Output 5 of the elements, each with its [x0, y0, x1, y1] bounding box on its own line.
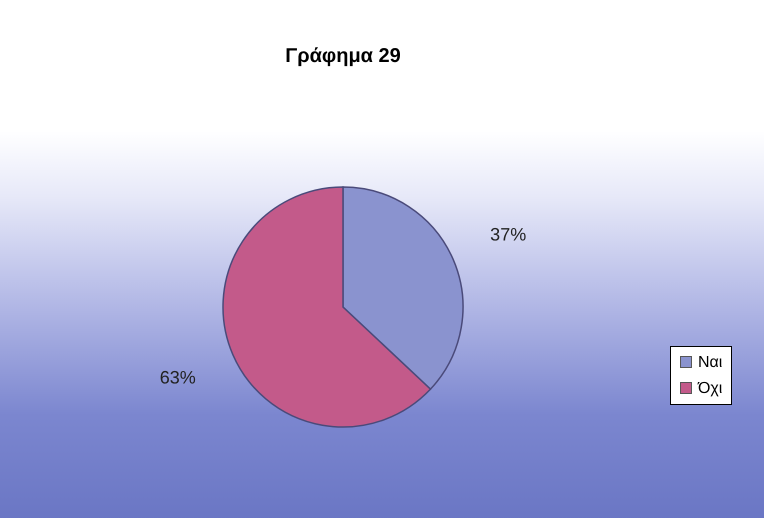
data-label: 37% [490, 224, 526, 245]
chart-title: Γράφημα 29 [285, 45, 401, 67]
legend-label: Όχι [697, 380, 723, 397]
legend-label: Ναι [698, 354, 723, 371]
data-label: 63% [160, 367, 196, 388]
